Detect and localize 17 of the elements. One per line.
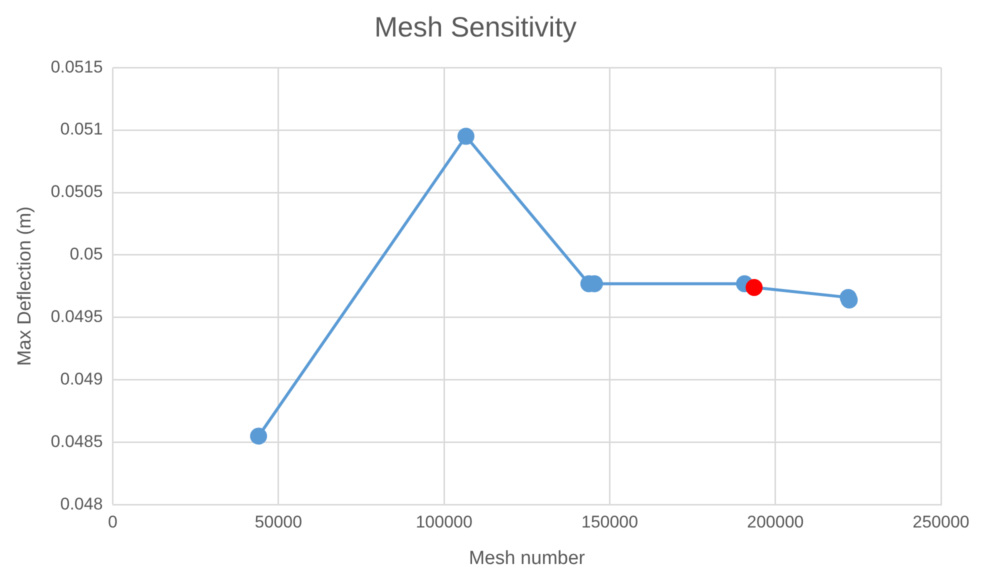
chart-title: Mesh Sensitivity bbox=[374, 12, 577, 43]
x-tick-label: 150000 bbox=[581, 512, 638, 532]
x-tick-label: 50000 bbox=[254, 512, 302, 532]
y-tick-label: 0.05 bbox=[70, 244, 103, 264]
x-tick-label: 250000 bbox=[912, 512, 970, 532]
y-tick-label: 0.0485 bbox=[50, 432, 103, 452]
x-tick-label: 0 bbox=[108, 512, 118, 532]
y-tick-label: 0.0495 bbox=[50, 307, 103, 326]
x-tick-label: 100000 bbox=[416, 512, 472, 532]
y-tick-label: 0.051 bbox=[60, 120, 103, 139]
y-tick-label: 0.049 bbox=[60, 370, 103, 389]
x-axis-title: Mesh number bbox=[468, 548, 586, 569]
y-tick-label: 0.0515 bbox=[50, 57, 103, 76]
x-tick-label: 200000 bbox=[746, 512, 804, 532]
y-axis-title: Max Deflection (m) bbox=[14, 206, 36, 366]
y-tick-label: 0.048 bbox=[60, 494, 103, 514]
y-tick-label: 0.0505 bbox=[50, 182, 103, 202]
